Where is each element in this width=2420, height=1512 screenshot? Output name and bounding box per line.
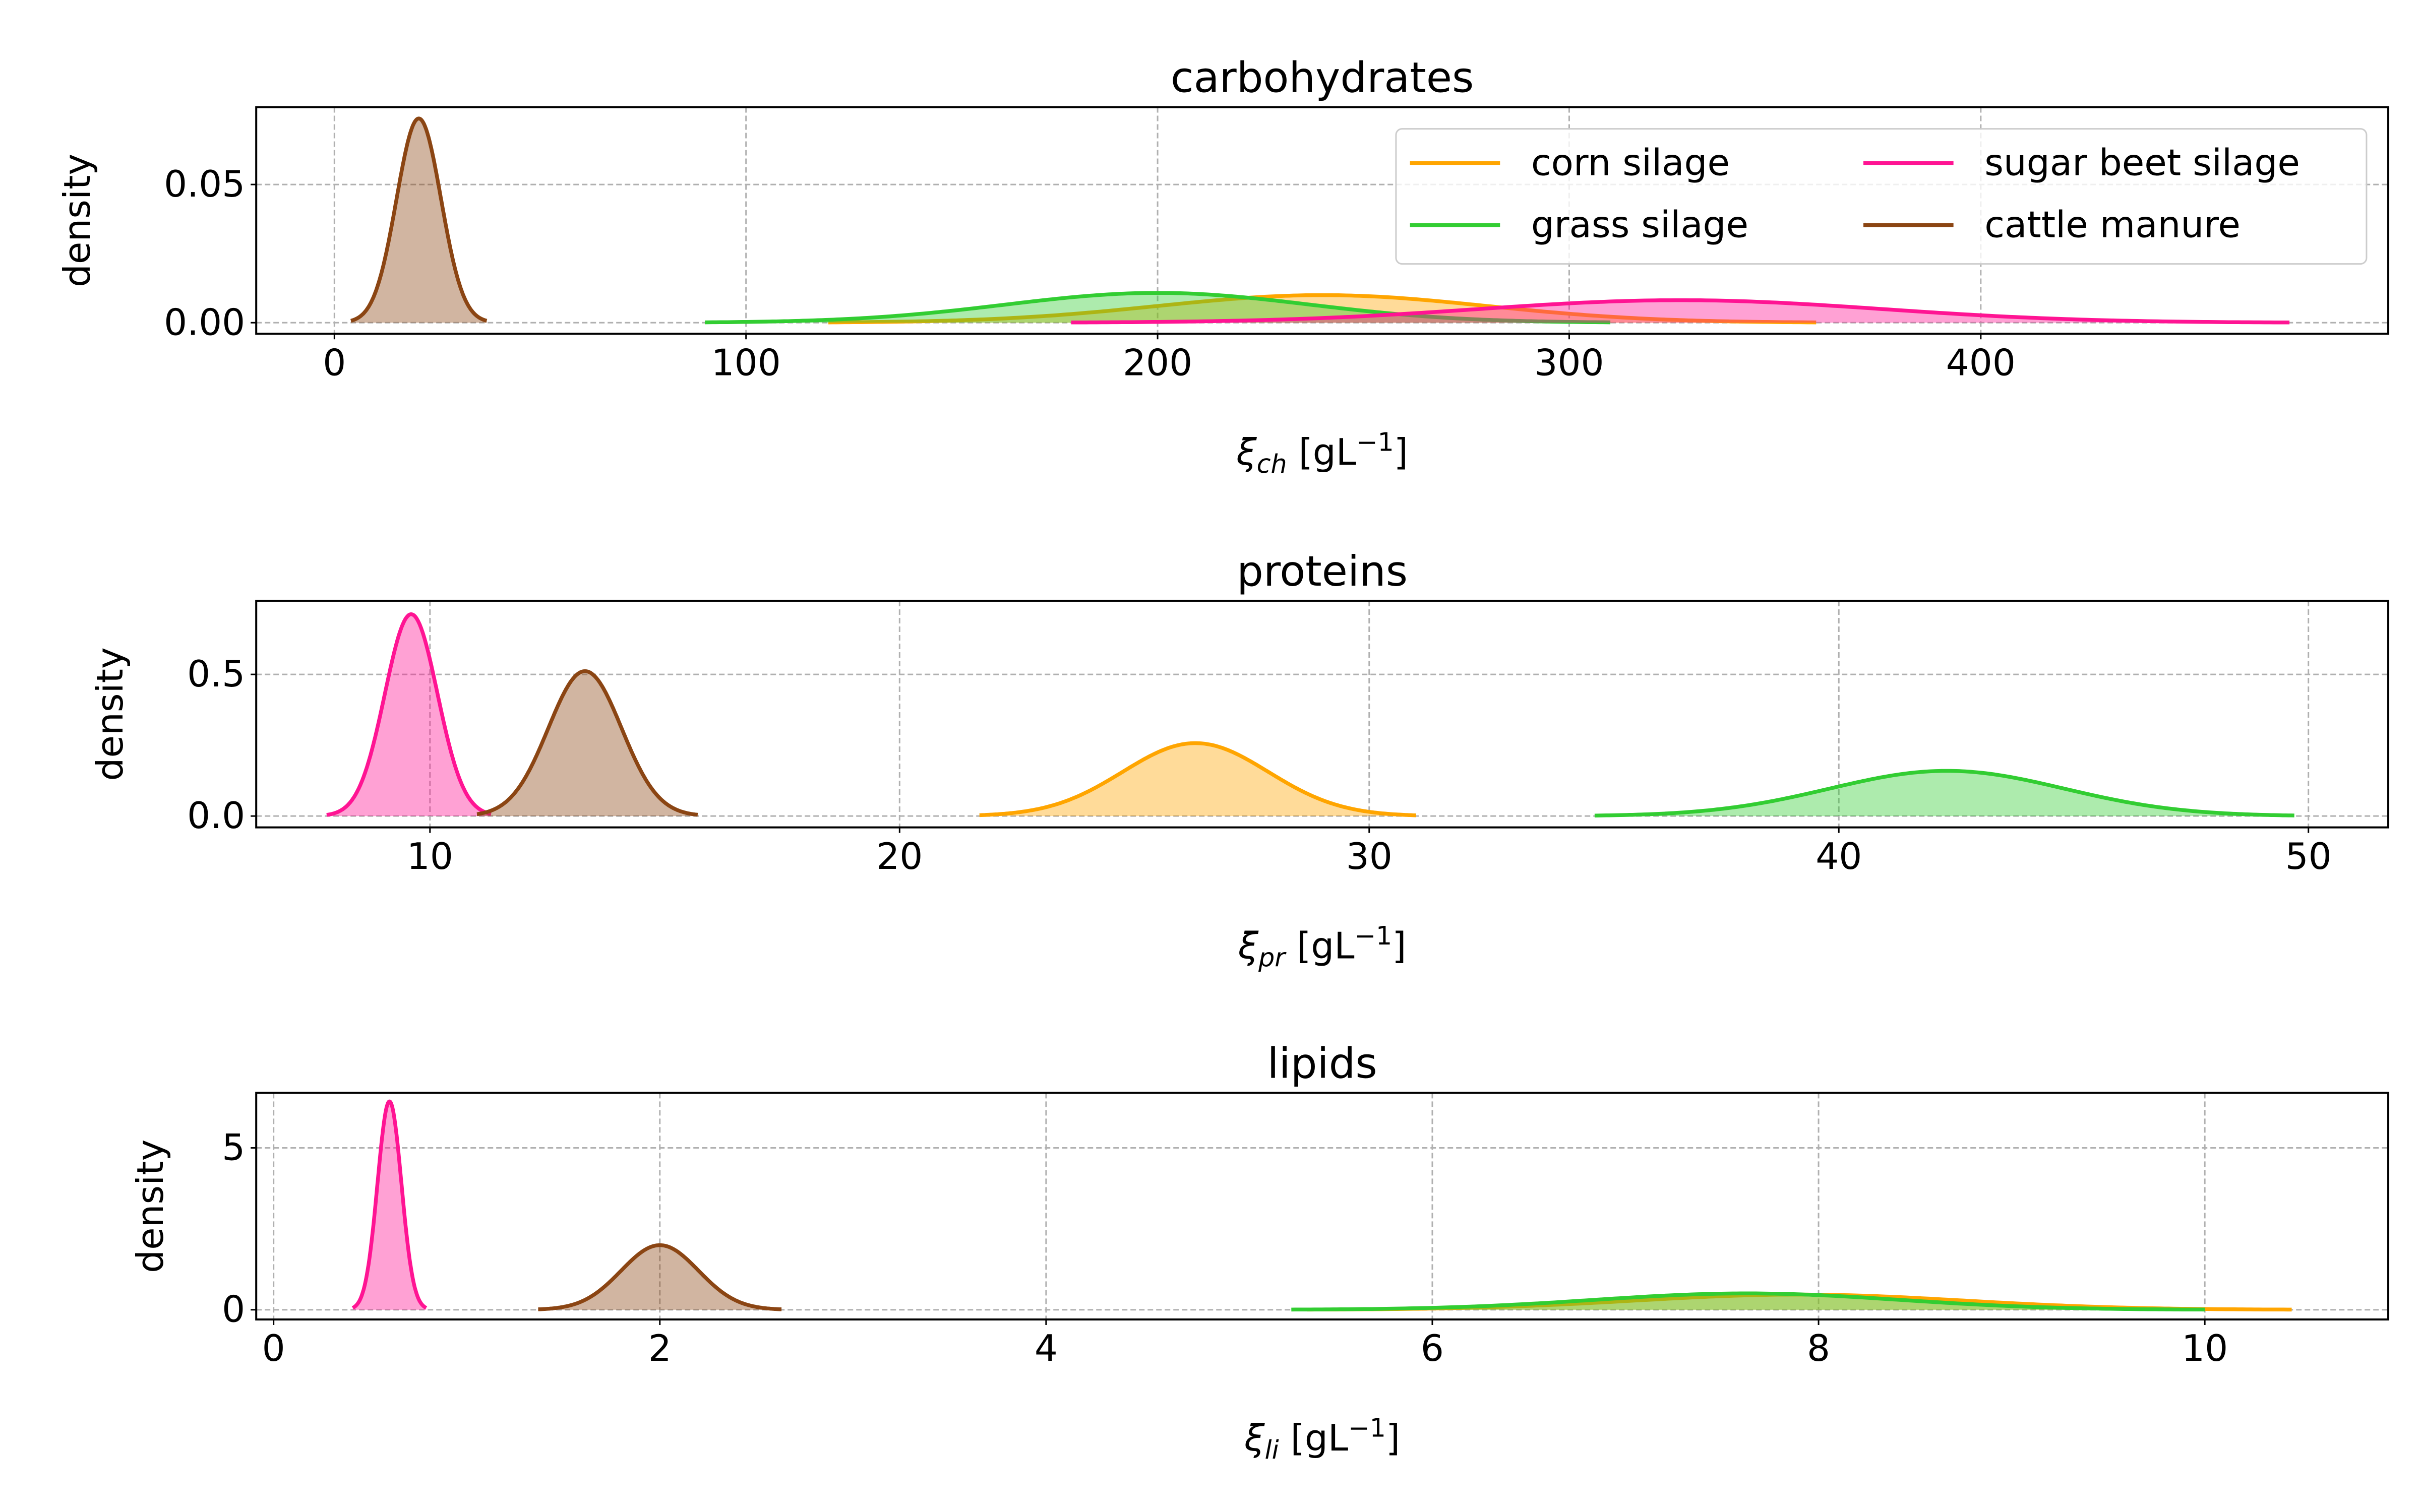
density-line (351, 1099, 428, 1310)
density-line (537, 1243, 782, 1311)
density-line (979, 741, 1417, 817)
x-tick-label: 10 (2182, 1328, 2228, 1370)
x-tick-label: 30 (1346, 836, 1393, 878)
density-line (828, 293, 1817, 325)
x-axis-label: ξch [gL−1] (1236, 427, 1408, 479)
density-area (1594, 771, 2294, 816)
legend-label: sugar beet silage (1984, 142, 2300, 184)
x-tick-label: 100 (711, 342, 781, 384)
series-grass-silage (1291, 1291, 2205, 1312)
y-tick-label: 0.5 (187, 653, 245, 696)
y-tick-label: 0.00 (164, 301, 245, 344)
series-cattle-manure (349, 116, 488, 323)
series-corn-silage (828, 293, 1817, 325)
x-tick-label: 0 (323, 342, 346, 384)
density-line (1071, 298, 2290, 325)
x-tick-label: 4 (1035, 1328, 1058, 1370)
y-tick-label: 0.05 (164, 163, 245, 206)
series-sugar-beet-silage (325, 612, 493, 817)
density-line (325, 612, 493, 817)
panel-proteins: 10 20 30 40 50 0.0 0.5 proteins density ξpr [gL−1… (89, 547, 2390, 973)
y-axis-label: density (56, 154, 99, 287)
density-line (476, 669, 699, 817)
axes-frame (255, 599, 2390, 829)
legend-box (1395, 128, 2368, 265)
panel-lipids: 0 2 4 6 8 10 0 5 lipids density ξli [gL−1] (130, 1039, 2390, 1465)
legend-label: cattle manure (1984, 204, 2241, 246)
x-axis-label: ξli [gL−1] (1244, 1413, 1400, 1464)
panel-title: lipids (1267, 1039, 1377, 1088)
x-tick-label: 0 (262, 1328, 285, 1370)
panel-carbohydrates: 0 100 200 300 400 0.00 0.05 carbohydrates densit… (56, 53, 2390, 479)
x-tick-label: 6 (1421, 1328, 1444, 1370)
x-axis-label: ξpr [gL−1] (1238, 921, 1407, 972)
x-tick-label: 40 (1816, 836, 1862, 878)
x-tick-label: 2 (648, 1328, 672, 1370)
density-area (828, 295, 1817, 323)
density-line (349, 116, 488, 323)
series-grass-silage (1594, 769, 2294, 817)
y-axis-label: density (89, 647, 132, 781)
series-cattle-manure (537, 1243, 782, 1311)
x-tick-label: 10 (407, 836, 453, 878)
x-tick-label: 50 (2285, 836, 2332, 878)
x-tick-label: 8 (1807, 1328, 1830, 1370)
series-cattle-manure (476, 669, 699, 817)
density-line (1594, 769, 2294, 817)
series-sugar-beet-silage (351, 1099, 428, 1310)
x-tick-label: 200 (1123, 342, 1192, 384)
panel-title: proteins (1237, 547, 1408, 596)
axes-frame (255, 106, 2390, 335)
series-sugar-beet-silage (1071, 298, 2290, 325)
panel-title: carbohydrates (1171, 53, 1474, 102)
x-tick-label: 300 (1534, 342, 1604, 384)
y-tick-label: 0 (222, 1289, 245, 1331)
density-area (477, 671, 698, 816)
density-area (538, 1245, 782, 1310)
density-line (705, 291, 1611, 325)
density-area (979, 743, 1416, 816)
legend: corn silage grass silage sugar beet silage… (1395, 128, 2368, 265)
legend-label: corn silage (1531, 142, 1730, 184)
y-tick-label: 0.0 (187, 795, 245, 837)
series-corn-silage (979, 741, 1417, 817)
x-tick-label: 400 (1946, 342, 2016, 384)
density-area (351, 118, 487, 323)
axes-frame (255, 1092, 2390, 1321)
x-tick-label: 20 (876, 836, 923, 878)
density-line (1291, 1291, 2205, 1312)
legend-label: grass silage (1531, 204, 1748, 246)
y-tick-label: 5 (222, 1127, 245, 1169)
y-axis-label: density (130, 1140, 172, 1273)
